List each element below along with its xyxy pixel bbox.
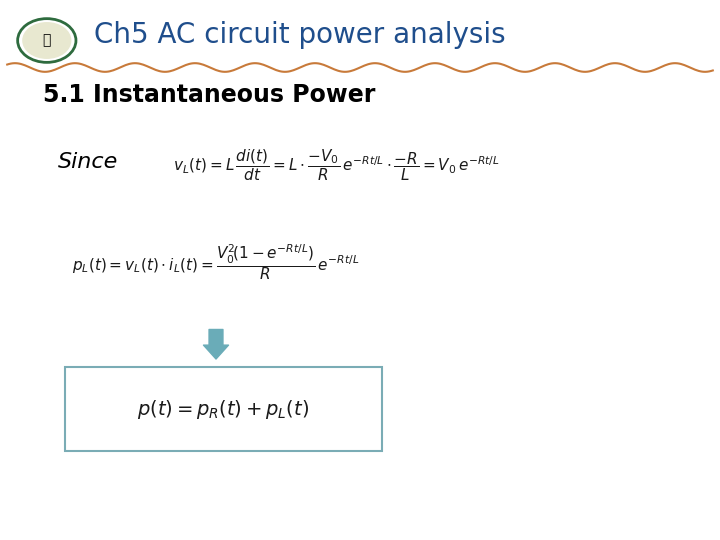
Text: $p_L(t)= v_L(t)\cdot i_L(t)= \dfrac{V_0^2\!\left(1-e^{-Rt/L}\right)}{R}\,e^{-Rt/: $p_L(t)= v_L(t)\cdot i_L(t)= \dfrac{V_0^… bbox=[72, 242, 359, 282]
Text: 5.1 Instantaneous Power: 5.1 Instantaneous Power bbox=[43, 83, 376, 106]
Text: $p(t)= p_R(t)+ p_L(t)$: $p(t)= p_R(t)+ p_L(t)$ bbox=[137, 397, 310, 421]
Text: 🌿: 🌿 bbox=[42, 33, 51, 48]
Text: $v_L(t)= L\,\dfrac{di(t)}{dt}= L\cdot\dfrac{-V_0}{R}\,e^{-Rt/L}\cdot\dfrac{-R}{L: $v_L(t)= L\,\dfrac{di(t)}{dt}= L\cdot\df… bbox=[173, 147, 500, 183]
FancyArrowPatch shape bbox=[204, 329, 228, 359]
Circle shape bbox=[22, 22, 71, 59]
Text: Ch5 AC circuit power analysis: Ch5 AC circuit power analysis bbox=[94, 21, 505, 49]
Text: Since: Since bbox=[58, 152, 118, 172]
FancyBboxPatch shape bbox=[65, 367, 382, 451]
